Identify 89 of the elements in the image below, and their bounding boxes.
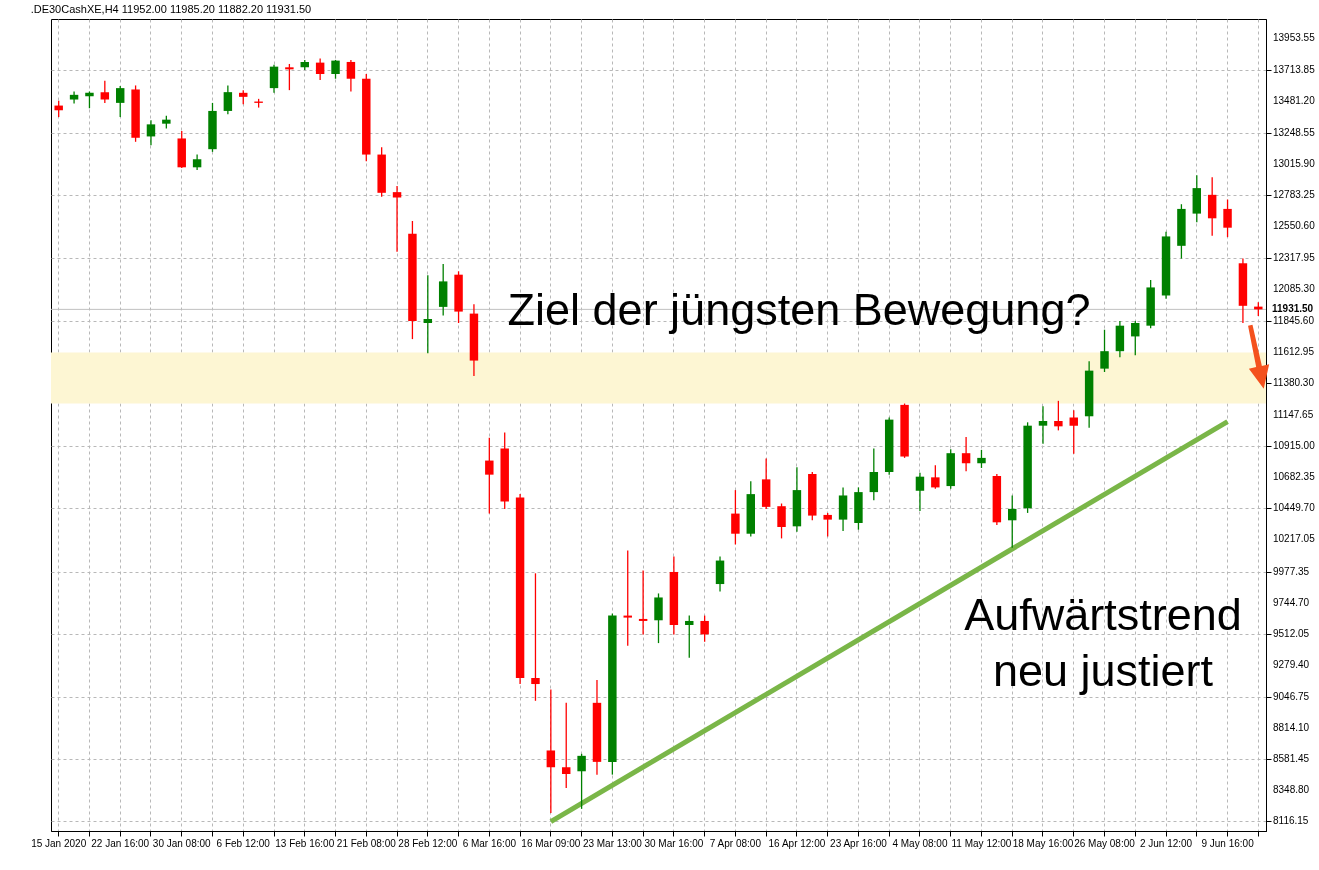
y-tick-label: 8348.80: [1273, 784, 1310, 796]
x-tick-label: 15 Jan 2020: [31, 837, 87, 849]
candlestick: [715, 555, 725, 593]
candlestick: [69, 90, 79, 105]
y-tick-label: 12317.95: [1273, 251, 1316, 263]
ref-line-label: 11931.50: [1272, 303, 1314, 315]
candlestick: [961, 436, 971, 472]
candlestick: [577, 753, 586, 810]
chart-title: .DE30CashXE,H4 11952.00 11985.20 11882.20 11931.50: [30, 3, 312, 15]
x-tick-label: 9 Jun 16:00: [1201, 837, 1255, 849]
candlestick: [931, 464, 940, 490]
y-tick-label: 13015.90: [1273, 157, 1316, 169]
y-tick-label: 9512.05: [1273, 628, 1310, 640]
candlestick: [392, 185, 402, 253]
candlestick: [654, 592, 663, 644]
y-tick-label: 13248.55: [1273, 126, 1316, 138]
candlestick: [915, 472, 925, 512]
x-tick-label: 11 May 12:00: [951, 837, 1012, 849]
y-tick-label: 9279.40: [1273, 659, 1310, 671]
candlestick: [1100, 329, 1109, 373]
y-tick-label: 11147.65: [1273, 408, 1314, 420]
candlestick: [823, 512, 832, 538]
x-tick-label: 30 Mar 16:00: [644, 837, 704, 849]
x-tick-label: 28 Feb 12:00: [398, 837, 458, 849]
candlestick: [623, 549, 632, 647]
y-tick-label: 8814.10: [1273, 721, 1310, 733]
candlestick: [315, 57, 325, 81]
candlestick: [977, 449, 986, 469]
candlestick: [1223, 198, 1232, 238]
x-tick-label: 7 Apr 08:00: [709, 837, 762, 849]
y-tick-label: 8116.15: [1273, 815, 1309, 827]
x-tick-label: 16 Mar 09:00: [521, 837, 581, 849]
y-tick-label: 12550.60: [1273, 220, 1316, 232]
x-tick-label: 23 Apr 16:00: [830, 837, 888, 849]
candlestick: [700, 614, 709, 643]
candlestick: [100, 80, 110, 104]
candlestick: [331, 59, 340, 80]
candlestick: [485, 437, 494, 515]
candlestick: [223, 84, 233, 115]
y-tick-label: 11612.95: [1273, 346, 1315, 358]
y-tick-label: 12783.25: [1273, 189, 1316, 201]
y-tick-label: 9046.75: [1273, 690, 1310, 702]
y-tick-label: 10682.35: [1273, 471, 1316, 483]
x-tick-label: 6 Mar 16:00: [462, 837, 517, 849]
candlestick: [115, 85, 125, 118]
y-tick-label: 13713.85: [1273, 64, 1316, 76]
candlestick: [1038, 405, 1048, 445]
candlestick: [346, 59, 356, 93]
candlestick: [869, 447, 879, 501]
candlestick: [285, 63, 294, 91]
candlestick: [1207, 176, 1217, 237]
x-tick-label: 6 Feb 12:00: [216, 837, 271, 849]
candlestick: [546, 688, 556, 814]
x-tick-label: 13 Feb 16:00: [275, 837, 335, 849]
x-tick-label: 23 Mar 13:00: [582, 837, 643, 849]
y-tick-label: 9744.70: [1273, 596, 1310, 608]
candlestick: [146, 119, 156, 146]
y-tick-label: 10449.70: [1273, 502, 1316, 514]
candlestick: [685, 614, 694, 659]
y-tick-label: 9977.35: [1273, 565, 1310, 577]
candlestick: [1131, 320, 1140, 356]
candlestick: [777, 502, 786, 540]
candlestick: [638, 569, 648, 636]
candlestick: [561, 702, 571, 789]
y-tick-label: 10217.05: [1273, 533, 1316, 545]
y-tick-label: 10915.00: [1273, 439, 1316, 451]
y-tick-label: 13953.55: [1273, 31, 1316, 43]
y-tick-label: 8581.45: [1273, 753, 1310, 764]
candlestick: [423, 274, 433, 354]
candlestick: [1054, 400, 1063, 432]
x-tick-label: 18 May 16:00: [1012, 837, 1074, 849]
candlestick: [269, 63, 279, 94]
x-tick-label: 26 May 08:00: [1074, 837, 1136, 849]
candlestick: [1069, 409, 1078, 455]
candlestick: [731, 489, 740, 546]
x-tick-label: 4 May 08:00: [892, 837, 948, 849]
x-tick-label: 30 Jan 08:00: [152, 837, 212, 849]
x-tick-label: 16 Apr 12:00: [768, 837, 826, 849]
x-tick-label: 22 Jan 16:00: [91, 837, 150, 849]
y-tick-label: 12085.30: [1273, 282, 1316, 294]
candlestick: [1008, 494, 1017, 549]
x-tick-label: 2 Jun 12:00: [1139, 837, 1193, 849]
y-tick-label: 11380.30: [1273, 377, 1315, 389]
y-tick-label: 13481.20: [1273, 95, 1316, 107]
y-tick-label: 11845.60: [1273, 314, 1315, 326]
annotation: Ziel der jüngsten Bewegung?: [507, 284, 1091, 335]
candlestick: [531, 572, 540, 702]
x-tick-label: 21 Feb 08:00: [336, 837, 397, 849]
annotation: Aufwärtstrend neu justiert: [964, 589, 1242, 696]
